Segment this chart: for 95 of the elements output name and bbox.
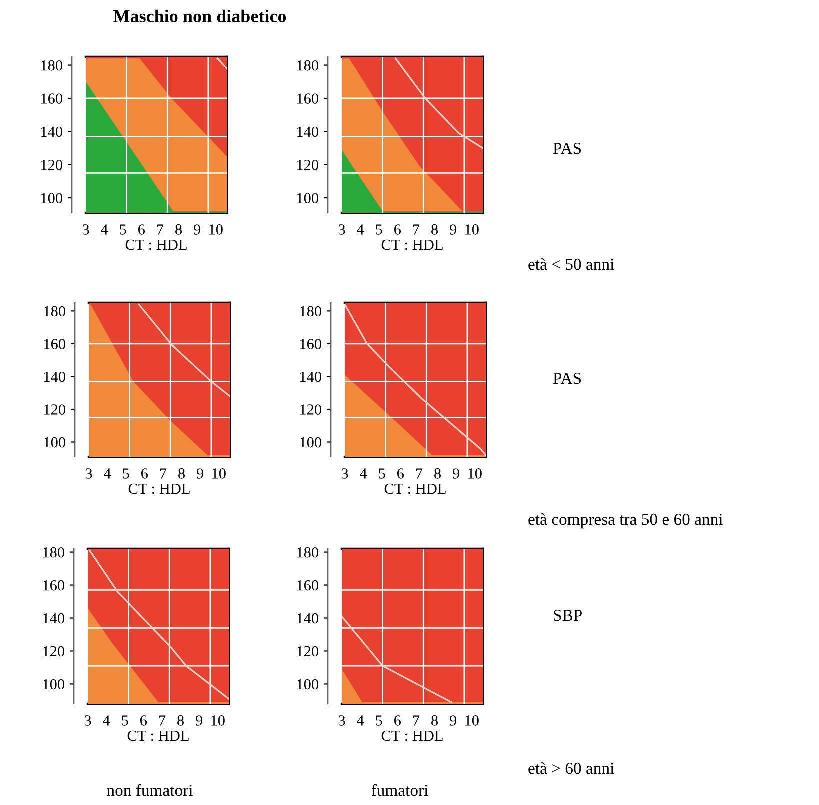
x-axis-title: CT : HDL	[126, 240, 187, 250]
x-tick-label: 5	[376, 716, 382, 726]
y-tick-label: 140	[44, 613, 64, 624]
x-tick-label: 4	[360, 468, 368, 479]
x-tick-label: 3	[84, 716, 92, 726]
x-tick-label: 4	[103, 716, 110, 726]
y-tick-label: 120	[42, 160, 62, 170]
y-tick-label: 140	[298, 126, 318, 138]
x-tick-label: 9	[450, 224, 457, 235]
line-series	[394, 58, 483, 150]
y-tick-label: 140	[42, 126, 62, 138]
y-tick-label: 100	[44, 679, 64, 690]
text: fumatori	[372, 784, 428, 796]
x-tick-label: 9	[450, 716, 457, 726]
x-tick-label: 7	[159, 716, 166, 726]
y-tick-label: 100	[300, 437, 322, 448]
y-tick-label: 100	[42, 193, 62, 204]
line-series	[138, 304, 230, 398]
y-tick-label: 180	[298, 547, 318, 558]
x-tick-label: 9	[452, 468, 460, 479]
x-tick-label: 8	[432, 716, 438, 726]
y-tick-label: 100	[298, 679, 318, 690]
y-tick-label: 160	[44, 580, 64, 591]
text: PAS	[553, 372, 582, 384]
text: età > 60 anni	[528, 762, 614, 774]
y-tick-label: 160	[298, 94, 318, 104]
y-tick-label: 120	[44, 404, 66, 415]
y-tick-label: 180	[44, 547, 64, 558]
y-tick-label: 120	[44, 646, 64, 657]
y-tick-label: 160	[300, 339, 322, 350]
y-tick-label: 140	[44, 372, 66, 382]
y-tick-label: 120	[300, 404, 322, 415]
x-tick-label: 10	[210, 224, 223, 235]
x-axis-title: CT : HDL	[384, 484, 446, 494]
x-tick-label: 9	[196, 716, 203, 726]
x-tick-label: 9	[196, 468, 204, 479]
text: SBP	[554, 610, 582, 622]
x-axis-title: CT : HDL	[128, 730, 189, 742]
x-tick-label: 4	[357, 716, 364, 726]
x-tick-label: 5	[376, 224, 382, 235]
text: non fumatori	[107, 784, 193, 796]
x-axis-title: CT : HDL	[382, 730, 443, 742]
x-tick-label: 3	[338, 716, 346, 726]
x-tick-label: 4	[357, 224, 364, 235]
x-tick-label: 8	[434, 468, 441, 479]
y-tick-label: 160	[298, 580, 318, 591]
x-tick-label: 8	[178, 716, 184, 726]
y-tick-label: 180	[298, 60, 318, 71]
y-tick-label: 140	[300, 372, 322, 382]
y-tick-label: 180	[300, 306, 322, 317]
x-tick-label: 9	[194, 224, 201, 235]
x-tick-label: 10	[212, 468, 226, 479]
x-tick-label: 8	[176, 224, 182, 235]
text: PAS	[553, 142, 582, 154]
x-tick-label: 3	[86, 468, 92, 479]
x-tick-label: 6	[141, 468, 148, 479]
x-tick-label: 10	[466, 716, 479, 726]
x-tick-label: 7	[413, 716, 420, 726]
y-tick-label: 160	[44, 339, 66, 350]
y-tick-label: 100	[44, 437, 66, 448]
x-tick-label: 6	[397, 468, 404, 479]
x-tick-label: 5	[120, 224, 126, 235]
x-tick-label: 5	[379, 468, 386, 479]
x-tick-label: 4	[104, 468, 112, 479]
y-tick-label: 120	[298, 160, 318, 170]
x-tick-label: 10	[466, 224, 479, 235]
x-tick-label: 4	[101, 224, 108, 235]
x-tick-label: 8	[432, 224, 438, 235]
x-tick-label: 6	[140, 716, 148, 726]
x-tick-label: 10	[468, 468, 482, 479]
x-tick-label: 6	[394, 716, 402, 726]
x-tick-label: 6	[138, 224, 146, 235]
y-tick-label: 180	[44, 306, 66, 317]
x-tick-label: 8	[178, 468, 185, 479]
x-tick-label: 7	[416, 468, 423, 479]
x-tick-label: 7	[157, 224, 164, 235]
y-tick-label: 160	[42, 94, 62, 104]
x-tick-label: 5	[122, 716, 128, 726]
x-tick-label: 3	[82, 224, 90, 235]
x-tick-label: 7	[413, 224, 420, 235]
x-axis-title: CT : HDL	[128, 484, 190, 494]
x-axis-title: CT : HDL	[382, 240, 443, 250]
y-tick-label: 120	[298, 646, 318, 657]
y-tick-label: 180	[42, 60, 62, 71]
x-tick-label: 3	[338, 224, 346, 235]
text: età compresa tra 50 e 60 anni	[528, 513, 723, 529]
y-tick-label: 140	[298, 613, 318, 624]
x-tick-label: 6	[394, 224, 402, 235]
y-tick-label: 100	[298, 193, 318, 204]
x-tick-label: 3	[342, 468, 348, 479]
x-tick-label: 5	[123, 468, 130, 479]
text: età < 50 anni	[528, 258, 614, 270]
text: Maschio non diabetico	[114, 10, 286, 23]
x-tick-label: 7	[160, 468, 167, 479]
x-tick-label: 10	[212, 716, 225, 726]
